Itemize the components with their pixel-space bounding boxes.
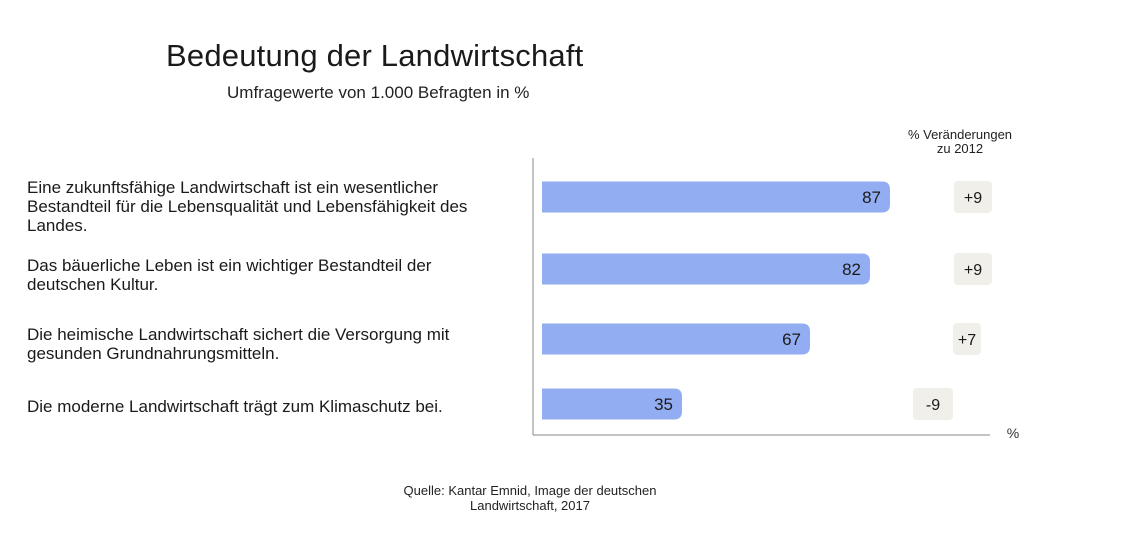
bar-4 [542, 388, 682, 420]
category-label-4: Die moderne Landwirtschaft trägt zum Kli… [27, 397, 527, 416]
source-note: Quelle: Kantar Emnid, Image der deutsche… [330, 483, 730, 513]
bar-value-label-1: 87 [862, 188, 881, 207]
change-box-3 [953, 323, 981, 355]
category-label-2-line-2: deutschen Kultur. [27, 275, 159, 294]
bar-value-label-4: 35 [654, 395, 673, 414]
change-value-label-2: +9 [964, 262, 982, 279]
bar-2 [542, 253, 870, 285]
change-value-label-1: +9 [964, 190, 982, 207]
change-box-2 [954, 253, 992, 285]
category-label-3: Die heimische Landwirtschaft sichert die… [27, 325, 527, 363]
bar-3 [542, 323, 810, 355]
x-axis-unit-label: % [1007, 425, 1019, 441]
category-label-1-line-2: Bestandteil für die Lebensqualität und L… [27, 197, 468, 216]
chart-title: Bedeutung der Landwirtschaft [166, 38, 584, 73]
category-label-3-line-1: Die heimische Landwirtschaft sichert die… [27, 325, 450, 344]
change-box-1 [954, 181, 992, 213]
category-label-1-line-1: Eine zukunftsfähige Landwirtschaft ist e… [27, 178, 439, 197]
category-label-3-line-2: gesunden Grundnahrungsmitteln. [27, 344, 280, 363]
category-label-2: Das bäuerliche Leben ist ein wichtiger B… [27, 256, 527, 294]
category-label-2-line-1: Das bäuerliche Leben ist ein wichtiger B… [27, 256, 432, 275]
chart-subtitle: Umfragewerte von 1.000 Befragten in % [227, 83, 530, 102]
bar-value-label-3: 67 [782, 330, 801, 349]
category-label-1-line-3: Landes. [27, 216, 88, 235]
change-column-header: % Veränderungen zu 2012 [890, 128, 1030, 156]
category-label-4-line-1: Die moderne Landwirtschaft trägt zum Kli… [27, 397, 443, 416]
source-line-1: Quelle: Kantar Emnid, Image der deutsche… [403, 483, 657, 498]
bar-value-label-2: 82 [842, 260, 861, 279]
category-label-1: Eine zukunftsfähige Landwirtschaft ist e… [27, 178, 527, 235]
change-header-line-1: % Veränderungen [907, 127, 1013, 142]
change-value-label-3: +7 [958, 332, 976, 349]
change-value-label-4: -9 [926, 397, 940, 414]
source-line-2: Landwirtschaft, 2017 [470, 498, 590, 513]
change-box-4 [913, 388, 953, 420]
bar-1 [542, 181, 890, 213]
change-header-line-2: zu 2012 [936, 141, 984, 156]
